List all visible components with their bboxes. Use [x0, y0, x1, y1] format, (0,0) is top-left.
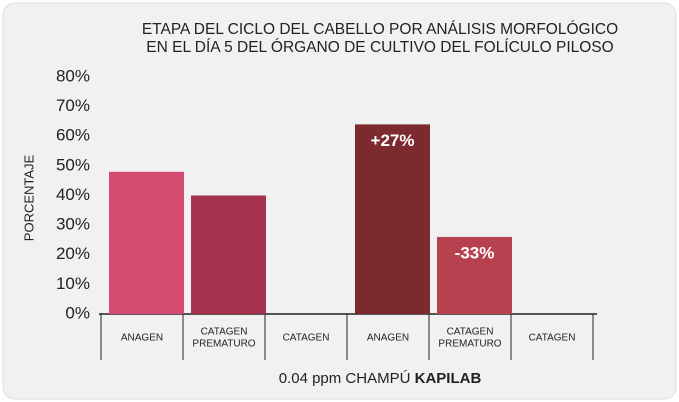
y-tick-label: 30% — [56, 215, 90, 234]
y-tick-label: 70% — [56, 96, 90, 115]
x-tick-label: ANAGEN — [121, 333, 163, 344]
x-tick-label: PREMATURO — [192, 339, 255, 350]
chart-title: EN EL DÍA 5 DEL ÓRGANO DE CULTIVO DEL FO… — [146, 39, 613, 56]
bar — [355, 124, 430, 315]
y-tick-label: 80% — [56, 66, 90, 85]
bar — [437, 236, 512, 314]
x-tick-label: CATAGEN — [447, 327, 494, 338]
x-tick-label: PREMATURO — [438, 339, 501, 350]
y-tick-label: 50% — [56, 155, 90, 174]
bar — [191, 195, 266, 314]
x-tick-label: CATAGEN — [283, 333, 330, 344]
x-tick-label: CATAGEN — [201, 327, 248, 338]
y-tick-label: 10% — [56, 274, 90, 293]
y-tick-label: 0% — [65, 303, 90, 322]
x-tick-label: CATAGEN — [529, 333, 576, 344]
bar — [109, 171, 184, 314]
y-tick-label: 40% — [56, 185, 90, 204]
annotation: +27% — [371, 131, 415, 150]
footnote: 0.04 ppm CHAMPÚ KAPILAB — [279, 370, 482, 387]
y-tick-label: 20% — [56, 244, 90, 263]
y-tick-label: 60% — [56, 126, 90, 145]
x-tick-label: ANAGEN — [367, 333, 409, 344]
annotation: -33% — [455, 243, 495, 262]
y-axis-label: PORCENTAJE — [21, 154, 36, 241]
chart-title: ETAPA DEL CICLO DEL CABELLO POR ANÁLISIS… — [142, 21, 618, 38]
